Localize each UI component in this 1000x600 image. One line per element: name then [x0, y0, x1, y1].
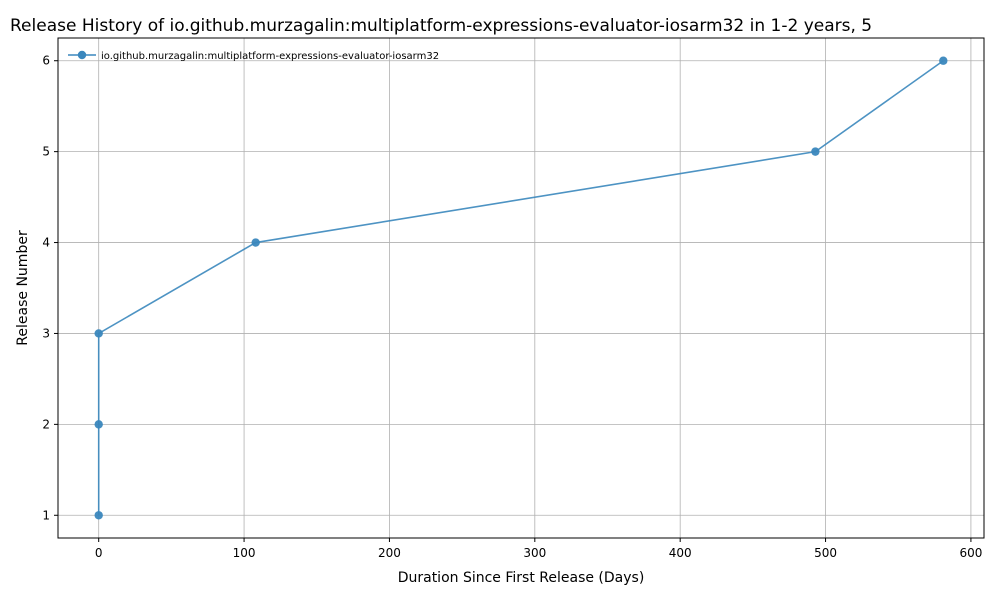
y-tick-label: 1: [42, 508, 50, 522]
y-tick-label: 2: [42, 417, 50, 431]
y-axis-label: Release Number: [15, 230, 31, 346]
data-point: [94, 329, 103, 338]
chart-title: Release History of io.github.murzagalin:…: [10, 16, 872, 36]
data-point: [94, 420, 103, 429]
x-tick-label: 400: [669, 546, 692, 560]
legend-label: io.github.murzagalin:multiplatform-expre…: [101, 51, 439, 62]
plot-frame: [57, 37, 985, 539]
data-point: [811, 147, 820, 156]
y-tick-label: 4: [42, 236, 50, 250]
x-tick-label: 200: [378, 546, 401, 560]
series-layer: [94, 56, 948, 520]
y-tick-label: 5: [42, 145, 50, 159]
x-axis-label: Duration Since First Release (Days): [398, 570, 645, 586]
legend: io.github.murzagalin:multiplatform-expre…: [68, 50, 439, 62]
data-point: [251, 238, 260, 247]
legend-marker: [77, 50, 87, 60]
x-tick-label: 0: [95, 546, 103, 560]
series-line: [97, 60, 944, 516]
grid: [58, 38, 984, 538]
x-tick-label: 600: [959, 546, 982, 560]
x-tick-label: 300: [523, 546, 546, 560]
y-tick-label: 3: [42, 326, 50, 340]
x-tick-label: 500: [814, 546, 837, 560]
x-tick-label: 100: [233, 546, 256, 560]
y-tick-label: 6: [42, 54, 50, 68]
data-point: [939, 56, 948, 65]
ticks: 0 100 200 300 400 500 600 1 2 3 4 5 6: [42, 54, 982, 560]
data-point: [94, 511, 103, 520]
